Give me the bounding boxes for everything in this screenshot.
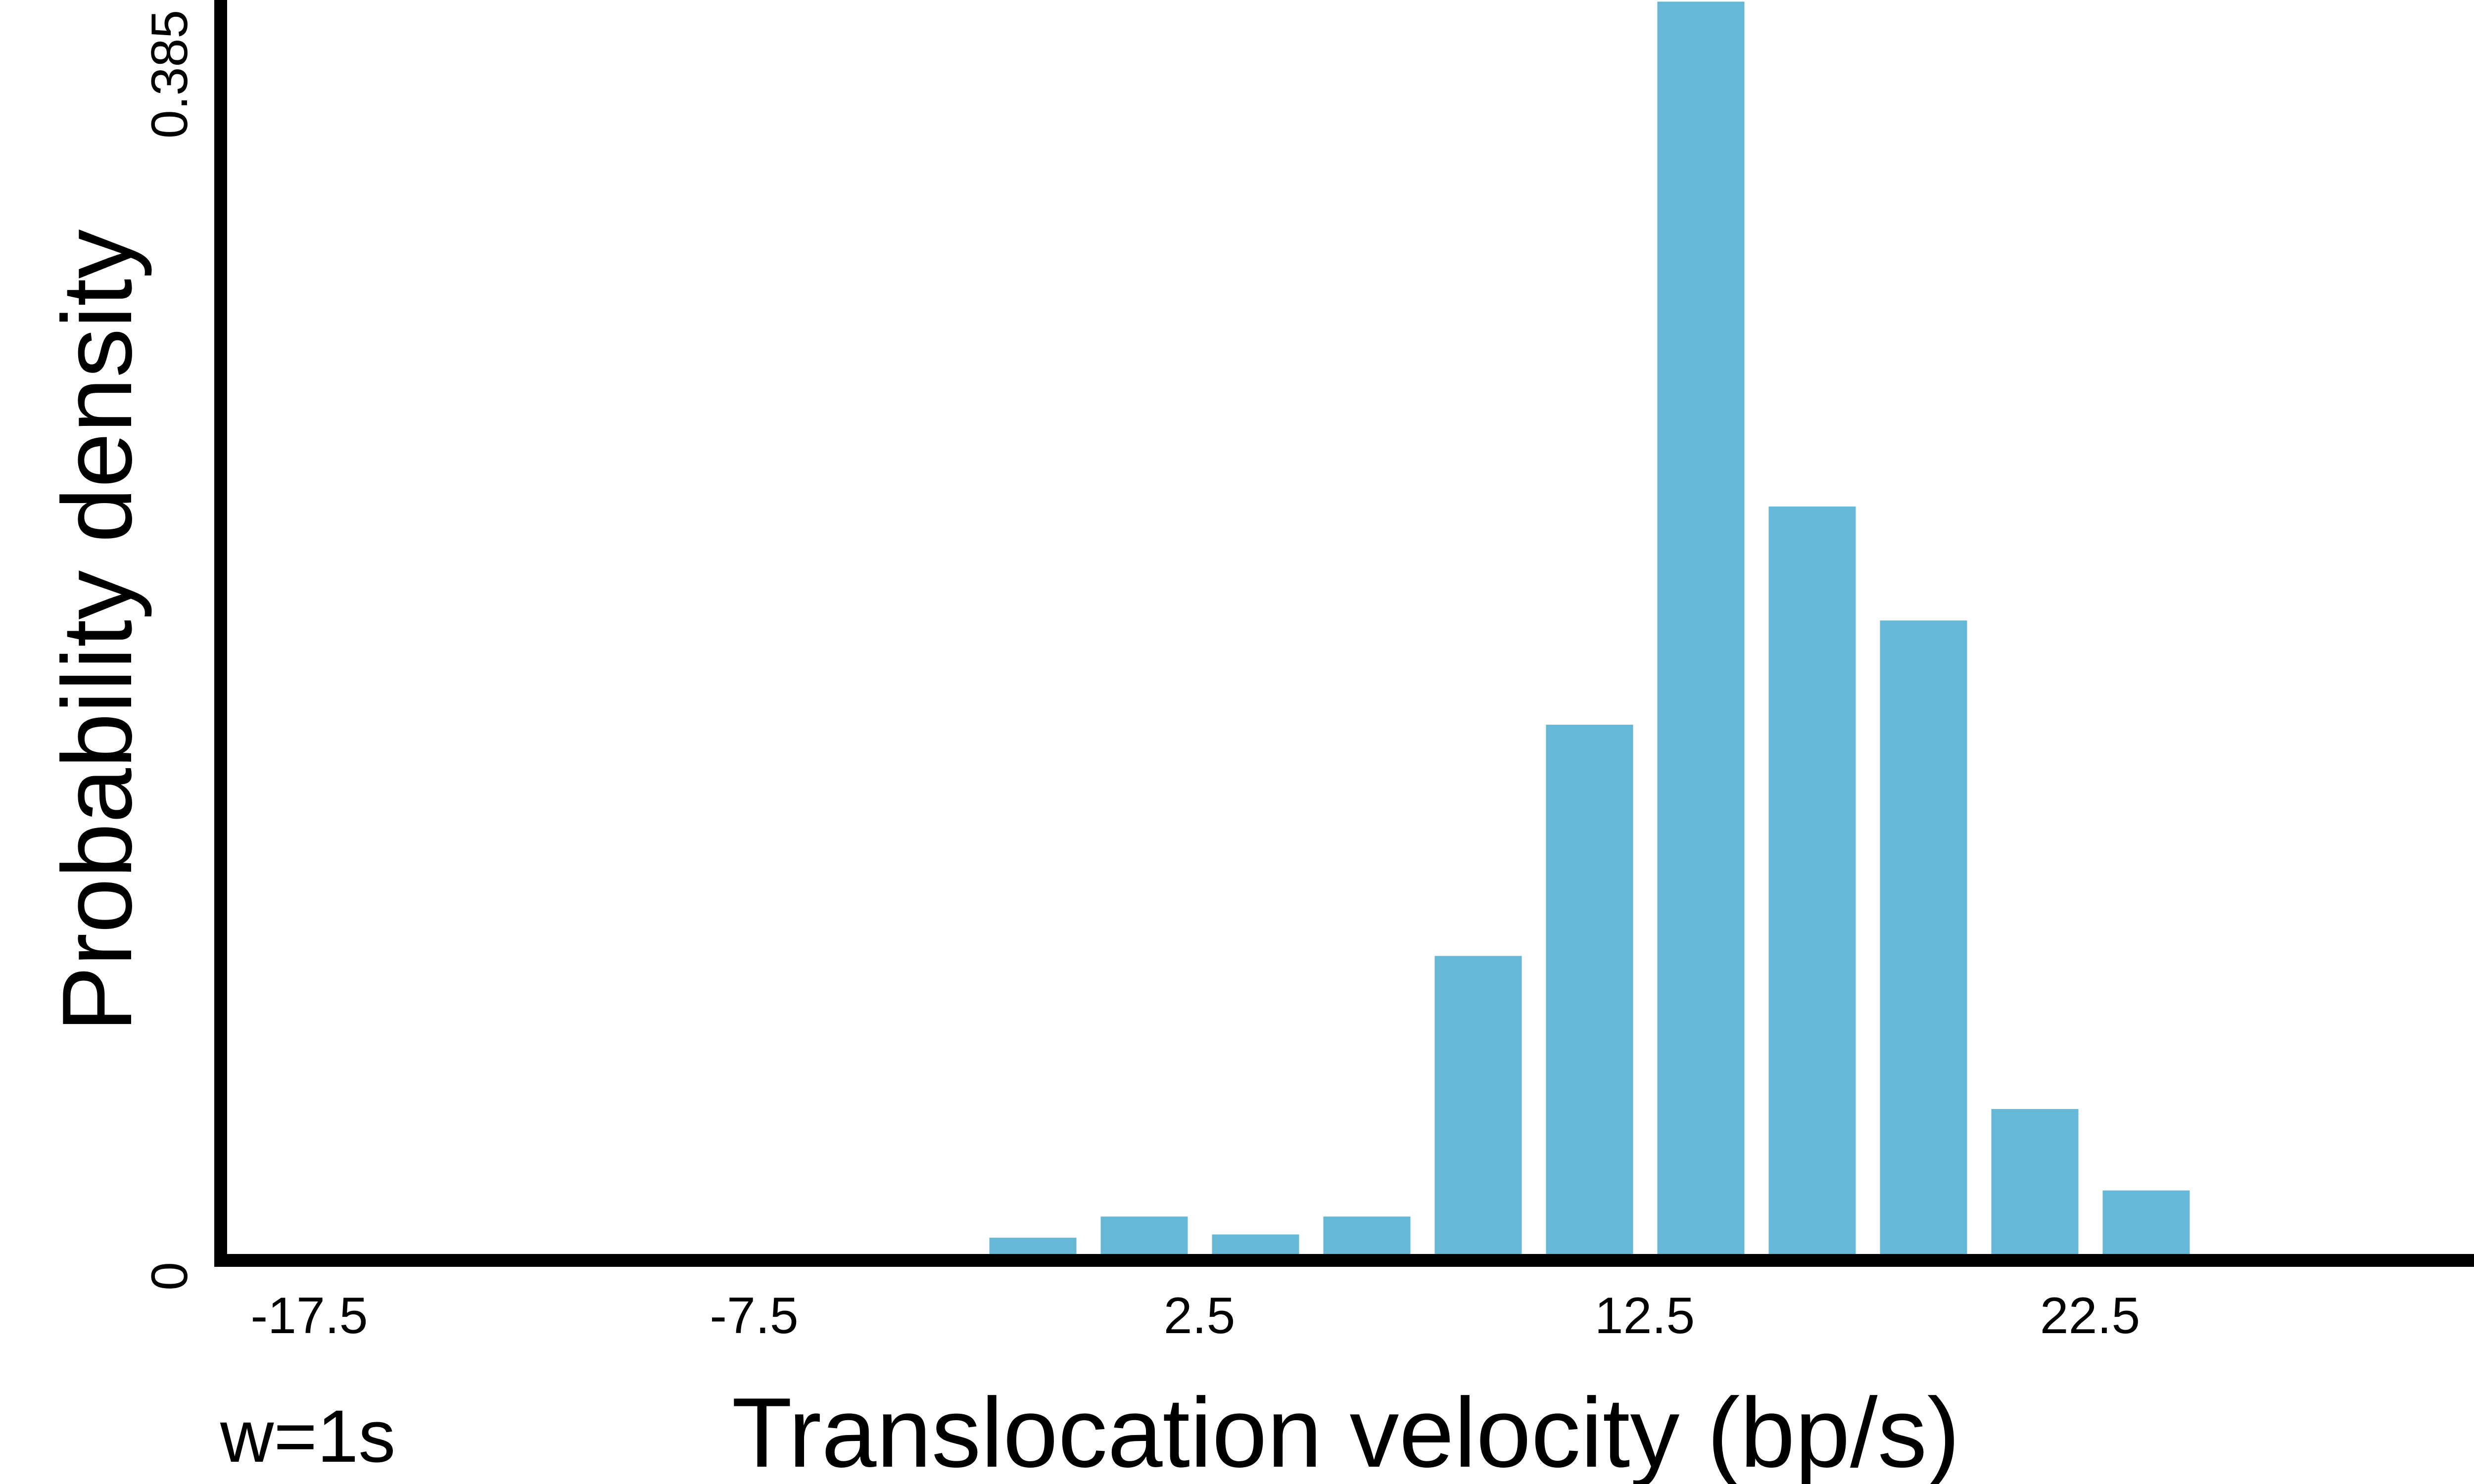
- x-tick-label: -17.5: [250, 1287, 368, 1345]
- histogram-bar: [1212, 1234, 1299, 1254]
- x-tick-label: 2.5: [1164, 1287, 1236, 1345]
- x-tick-label: 12.5: [1595, 1287, 1695, 1345]
- y-tick-label-zero: 0: [141, 1262, 198, 1291]
- histogram-bar: [1323, 1216, 1411, 1254]
- histogram-bar: [1434, 956, 1522, 1254]
- x-tick-labels: -17.5 -7.5 2.5 12.5 22.5: [250, 1287, 2140, 1345]
- histogram-bar: [1768, 506, 1856, 1254]
- histogram-bar: [2102, 1190, 2190, 1254]
- histogram-bars: [989, 1, 2190, 1254]
- histogram-bar: [1880, 620, 1967, 1254]
- x-tick-label: -7.5: [710, 1287, 798, 1345]
- histogram-bar: [1546, 725, 1633, 1254]
- y-axis-title: Probability density: [42, 229, 152, 1032]
- histogram-bar: [989, 1238, 1077, 1254]
- x-axis-title: Translocation velocity (bp/s): [732, 1378, 1960, 1484]
- window-size-annotation: w=1s: [220, 1394, 395, 1478]
- y-tick-labels: 0 0.385: [141, 10, 198, 1291]
- histogram-bar: [1991, 1109, 2079, 1254]
- y-tick-label-max: 0.385: [141, 10, 198, 139]
- histogram-bar: [1657, 1, 1745, 1254]
- x-tick-label: 22.5: [2040, 1287, 2140, 1345]
- histogram-bar: [1100, 1216, 1188, 1254]
